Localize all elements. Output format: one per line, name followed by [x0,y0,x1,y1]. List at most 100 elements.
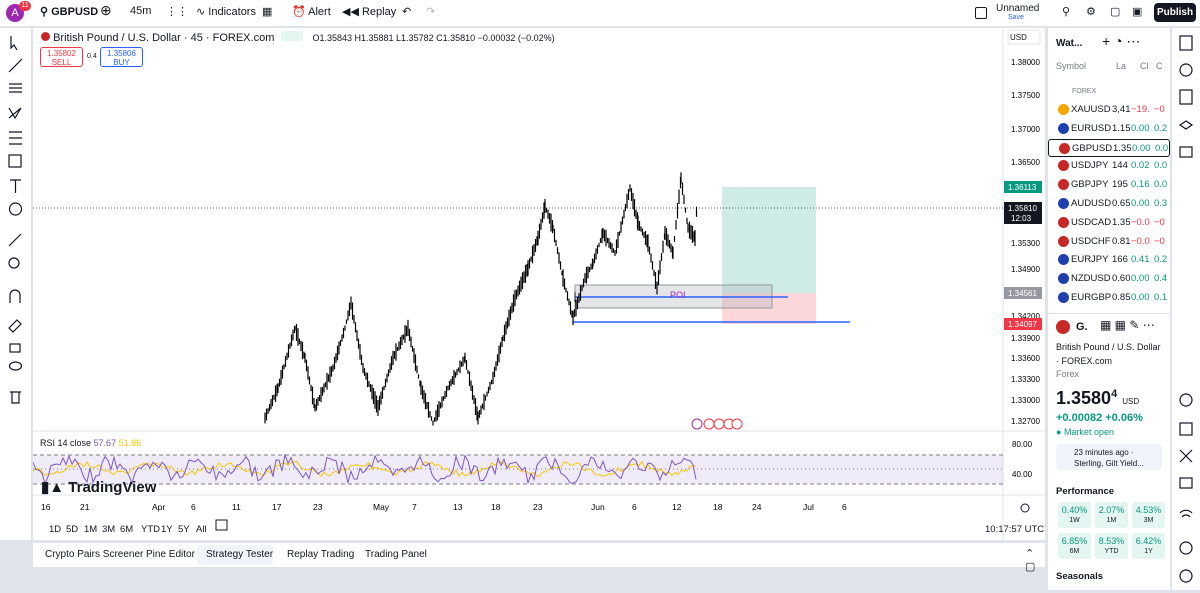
trend-line-tool[interactable] [8,58,23,73]
measure-tool[interactable] [8,233,22,247]
screener-icon[interactable] [1179,477,1193,489]
lock-draw-tool[interactable] [8,319,22,333]
replay-button[interactable]: ◀◀ Replay [342,6,397,18]
forecast-tool[interactable] [9,131,22,145]
watchlist-row[interactable]: USDCHF 0.81 −0.0 −0 [1048,233,1170,251]
range-button[interactable]: 6M [120,524,134,535]
panel-controls[interactable]: ⌃ ▢ [1025,548,1036,573]
price: 1.3580 [1056,388,1112,408]
watchlist-row[interactable]: EURJPY 166 0.41 0.2 [1048,251,1170,269]
lock-tool[interactable] [9,343,21,353]
watchlist-symbol: XAUUSD [1071,104,1111,115]
ideas-icon[interactable] [1179,393,1193,407]
time-axis-label: 6 [632,502,637,512]
watchlist-controls[interactable]: + ◔ ⋯ [1102,33,1141,49]
clock: 10:17:57 UTC [985,524,1045,535]
chat-icon[interactable] [1179,146,1193,158]
snapshot[interactable]: ▣ [1132,6,1143,18]
redo[interactable]: ↷ [426,6,436,18]
zoom-tool[interactable] [8,257,20,269]
icon-tool[interactable] [8,202,23,216]
watchlist-row[interactable]: AUDUSD 0.65 0.00 0.3 [1048,195,1170,213]
pattern-tool[interactable] [8,107,22,120]
watchlist-row[interactable]: EURGBP 0.85 0.00 0.1 [1048,289,1170,307]
watchlist-row[interactable]: GBPJPY 195 0.16 0.0 [1048,176,1170,194]
bottom-tab[interactable]: Replay Trading [287,549,355,560]
chart-type[interactable]: ⋮⋮ [166,6,188,18]
quick-search[interactable]: ⚲ [1062,6,1071,18]
currency-box[interactable] [1007,29,1041,45]
replay-icon[interactable] [1179,449,1193,463]
watchlist-row[interactable]: USDJPY 144 0.02 0.0 [1048,157,1170,175]
alert-button[interactable]: ⏰ Alert [292,6,331,18]
layers-icon[interactable] [1178,120,1194,130]
detail-type: Forex [1056,369,1080,379]
watchlist-symbol: NZDUSD [1071,273,1111,285]
undo[interactable]: ↶ [402,6,412,18]
watchlist-symbol: EURGBP [1071,292,1111,303]
watchlist-row[interactable]: GBPUSD 1.35 0.00 0.0 [1048,138,1170,157]
alerts-icon[interactable] [1179,63,1193,77]
bottom-tab[interactable]: Strategy Tester [206,549,274,560]
price-change: +0.00082 +0.06% [1056,412,1143,424]
watchlist-icon[interactable] [1179,35,1193,51]
text-tool[interactable] [10,179,21,193]
range-button[interactable]: 5D [66,524,79,535]
range-button[interactable]: 1D [49,524,62,535]
price-axis-label: 1.35300 [1011,239,1040,248]
range-button[interactable]: 1M [84,524,98,535]
cursor-tool[interactable] [10,36,18,51]
shape-tool[interactable] [8,154,22,168]
drawing-tools [8,36,23,404]
watchlist-row[interactable]: NZDUSD 0.60 0.00 0.4 [1048,270,1170,288]
watchlist-cell: 1.35 [1112,216,1130,228]
watchlist-row[interactable]: XAUUSD 3,41 −19. −0 [1048,101,1170,119]
hide-tool[interactable] [8,361,23,371]
chart-legend: British Pound / U.S. Dollar · 45 · FOREX… [41,31,555,44]
chart-settings[interactable] [1020,503,1030,513]
add-symbol[interactable]: ⊕ [100,2,112,18]
bottom-tab[interactable]: Trading Panel [365,549,427,560]
help-icon[interactable] [1179,541,1193,555]
detail-controls[interactable]: ▦ ▦ ✎ ⋯ [1100,318,1155,332]
bottom-tab[interactable]: Crypto Pairs Screener [45,549,144,560]
watchlist-cell: 0.2 [1154,122,1168,134]
range-button[interactable]: 1Y [161,524,173,535]
range-button[interactable]: All [196,524,207,535]
layout-icon[interactable] [975,7,987,19]
templates[interactable]: ▦ [262,6,273,18]
range-button[interactable]: YTD [141,524,160,535]
symbol-search[interactable]: ⚲ GBPUSD [40,6,99,18]
watchlist-row[interactable]: EURUSD 1.15 0.00 0.2 [1048,120,1170,138]
sell-button[interactable]: 1.35802 SELL [40,47,83,67]
long-target-zone[interactable] [722,187,816,293]
bottom-tab[interactable]: Pine Editor [146,549,195,560]
publish-button[interactable]: Publish [1154,3,1196,22]
news-card[interactable]: 23 minutes ago · Sterling, Gilt Yield... [1056,444,1162,470]
time-axis-label: 7 [412,502,417,512]
fib-tool[interactable] [9,83,22,93]
watchlist-row[interactable]: USDCAD 1.35 −0.0 −0 [1048,214,1170,232]
symbol-flag [1058,273,1069,285]
calendar-icon[interactable] [1179,422,1193,436]
chart: 1.38000 1.37500 1.37000 1.36500 1.35300 1.349… [33,28,1045,540]
data-window-icon[interactable] [1179,89,1193,105]
buy-button[interactable]: 1.35806 BUY [100,47,143,67]
settings-icon[interactable] [1179,569,1193,583]
indicators-button[interactable]: ∿ Indicators [196,6,256,18]
magnet-tool[interactable] [9,289,21,303]
settings[interactable]: ⚙ [1086,6,1096,18]
event-icons[interactable] [691,418,743,430]
range-button[interactable]: 5Y [178,524,190,535]
performance-period: 3M [1143,517,1154,524]
symbol-flag [1058,122,1069,134]
interval[interactable]: 45m [130,5,152,17]
save-label[interactable]: Save [1008,14,1024,21]
layout-name[interactable]: Unnamed [996,3,1040,14]
watchlist-title[interactable]: Wat... [1056,38,1083,49]
fullscreen[interactable]: ▢ [1110,6,1121,18]
stream-icon[interactable] [1179,509,1193,518]
date-range-icon[interactable] [215,519,228,531]
delete-tool[interactable] [10,391,21,404]
range-button[interactable]: 3M [102,524,116,535]
